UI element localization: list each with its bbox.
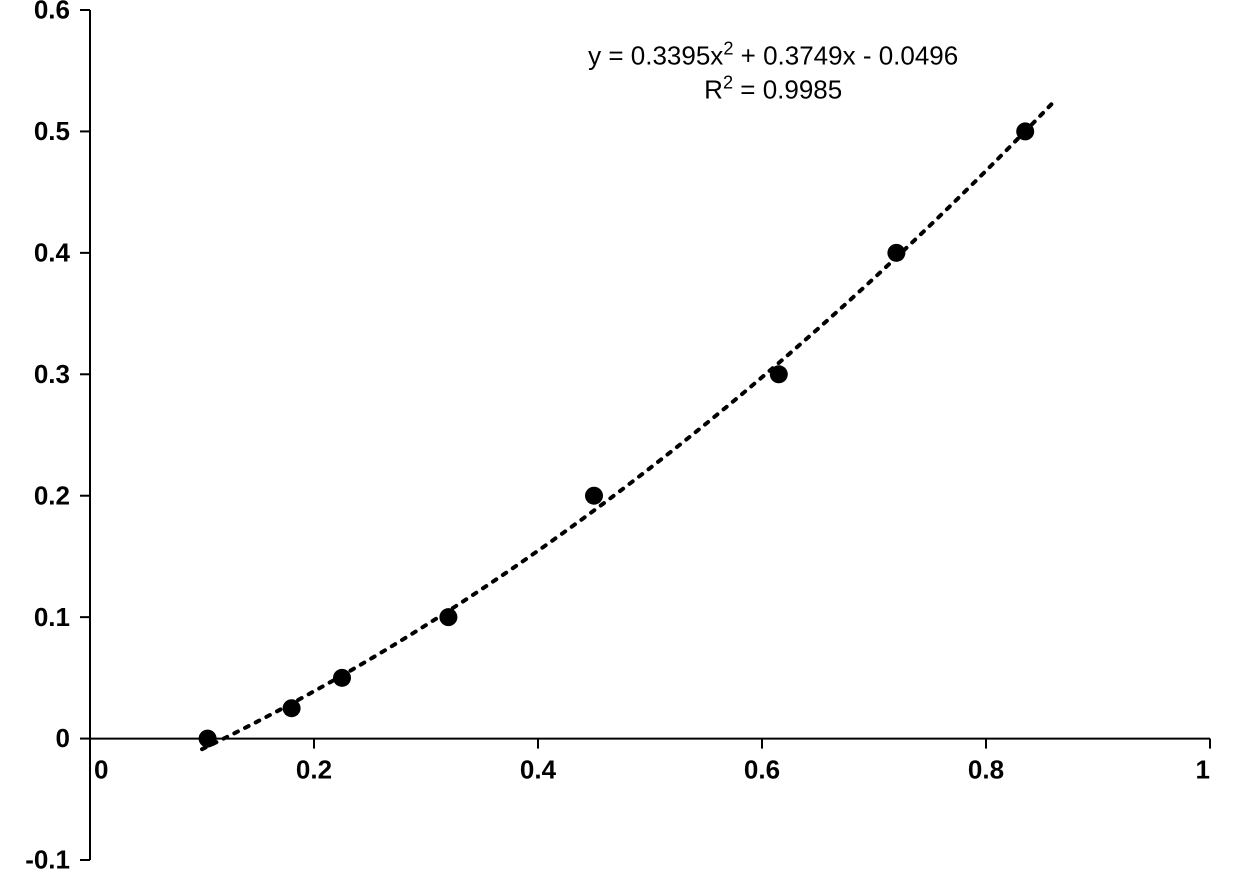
data-point [333, 669, 351, 687]
y-tick-label: -0.1 [25, 845, 70, 875]
data-point [439, 608, 457, 626]
x-tick-label: 0.2 [296, 755, 332, 785]
data-point [770, 365, 788, 383]
scatter-chart: 0 0.2 0.4 0.6 0.8 1 -0.1 0 0.1 0.2 0.3 0.4 0.5 0.6 y =… [0, 0, 1240, 880]
x-tick-label: 0.8 [968, 755, 1004, 785]
equation-line-1: y = 0.3395x2 + 0.3749x - 0.0496 [588, 39, 958, 71]
y-tick-label: 0 [56, 723, 70, 753]
y-tick-label: 0.6 [34, 0, 70, 25]
data-point [887, 244, 905, 262]
y-tick-label: 0.3 [34, 359, 70, 389]
x-tick-label: 1 [1196, 755, 1210, 785]
data-point [283, 699, 301, 717]
data-point [1016, 122, 1034, 140]
data-point [199, 730, 217, 748]
y-tick-label: 0.5 [34, 116, 70, 146]
chart-container: 0 0.2 0.4 0.6 0.8 1 -0.1 0 0.1 0.2 0.3 0.4 0.5 0.6 y =… [0, 0, 1240, 880]
y-tick-label: 0.4 [34, 238, 71, 268]
y-tick-label: 0.1 [34, 602, 70, 632]
data-point [585, 487, 603, 505]
x-tick-label: 0.6 [744, 755, 780, 785]
y-tick-label: 0.2 [34, 480, 70, 510]
x-tick-label: 0 [94, 755, 108, 785]
x-tick-label: 0.4 [520, 755, 557, 785]
